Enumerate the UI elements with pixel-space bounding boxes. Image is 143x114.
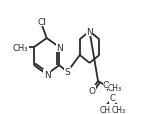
Text: CH₃: CH₃	[111, 105, 125, 114]
Text: CH₃: CH₃	[108, 84, 122, 92]
Text: O: O	[103, 80, 110, 89]
Text: CH₃: CH₃	[100, 105, 114, 114]
Text: Cl: Cl	[38, 17, 47, 26]
Text: O: O	[88, 86, 95, 95]
Text: S: S	[64, 68, 70, 77]
Text: N: N	[44, 70, 51, 79]
Text: N: N	[86, 28, 93, 36]
Text: C: C	[110, 94, 116, 102]
Text: CH₃: CH₃	[13, 43, 28, 52]
Text: N: N	[57, 43, 63, 52]
